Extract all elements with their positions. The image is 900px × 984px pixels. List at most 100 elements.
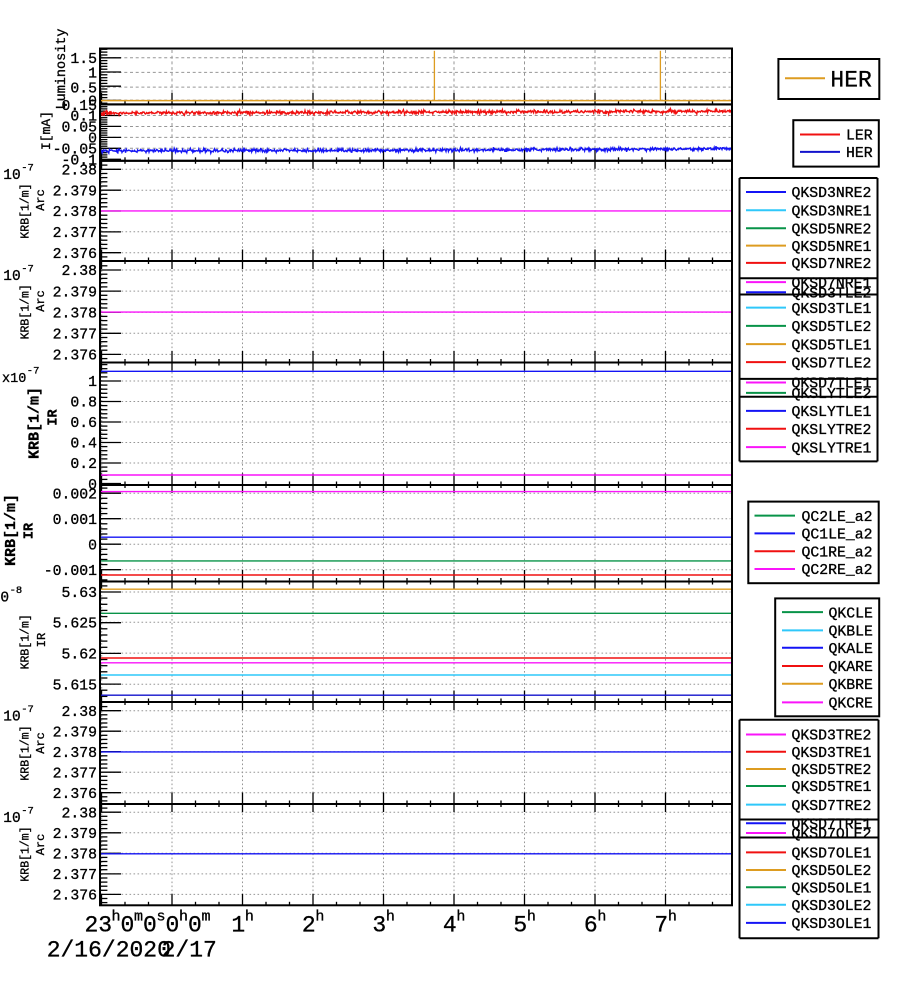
svg-text:QKBRE: QKBRE — [829, 678, 874, 694]
svg-text:m: m — [202, 909, 211, 926]
svg-text:0.5: 0.5 — [70, 81, 97, 97]
svg-text:10: 10 — [3, 269, 20, 285]
svg-text:QKSD5OLE2: QKSD5OLE2 — [792, 864, 872, 880]
svg-text:h: h — [597, 909, 606, 926]
svg-text:QKSD7TLE2: QKSD7TLE2 — [792, 356, 872, 372]
svg-text:0.15: 0.15 — [61, 99, 97, 115]
svg-text:KRB[1/m]: KRB[1/m] — [3, 494, 20, 566]
svg-text:-0.001: -0.001 — [44, 564, 97, 580]
svg-text:QKSLYTRE1: QKSLYTRE1 — [792, 441, 872, 457]
svg-text:h: h — [112, 909, 121, 926]
svg-text:Arc: Arc — [34, 290, 48, 312]
svg-text:h: h — [456, 909, 465, 926]
svg-text:QKSD7TRE1: QKSD7TRE1 — [792, 817, 872, 833]
svg-text:QC2LE_a2: QC2LE_a2 — [802, 510, 873, 526]
svg-text:h: h — [386, 909, 395, 926]
svg-text:I[mA]: I[mA] — [39, 111, 54, 150]
svg-text:QKSD5NRE1: QKSD5NRE1 — [792, 240, 872, 256]
svg-text:3: 3 — [372, 913, 386, 939]
svg-text:0.05: 0.05 — [61, 121, 97, 137]
svg-text:5.63: 5.63 — [61, 586, 97, 602]
svg-text:0: 0 — [88, 478, 97, 494]
svg-text:QKALE: QKALE — [829, 642, 874, 658]
svg-text:1: 1 — [231, 913, 245, 939]
svg-text:h: h — [527, 909, 536, 926]
svg-text:0: 0 — [121, 913, 135, 939]
svg-text:10: 10 — [0, 590, 9, 606]
svg-text:5.625: 5.625 — [53, 617, 97, 633]
svg-text:6: 6 — [584, 913, 598, 939]
svg-text:2.377: 2.377 — [53, 766, 97, 782]
svg-text:2.38: 2.38 — [61, 705, 97, 721]
svg-text:QKSD3NRE2: QKSD3NRE2 — [792, 186, 872, 202]
svg-text:2.379: 2.379 — [53, 285, 97, 301]
svg-text:h: h — [315, 909, 324, 926]
svg-text:KRB[1/m]: KRB[1/m] — [27, 387, 44, 459]
svg-text:4: 4 — [443, 913, 457, 939]
svg-text:-0.05: -0.05 — [53, 143, 97, 159]
svg-text:QKSD5TRE2: QKSD5TRE2 — [792, 763, 872, 779]
svg-text:-7: -7 — [21, 704, 34, 716]
svg-text:2.376: 2.376 — [53, 787, 97, 803]
svg-text:0.8: 0.8 — [70, 396, 97, 412]
svg-text:QKSD3TRE1: QKSD3TRE1 — [792, 746, 872, 762]
svg-text:2.376: 2.376 — [53, 889, 97, 905]
svg-text:0: 0 — [88, 538, 97, 554]
svg-text:h: h — [245, 909, 254, 926]
svg-text:QKSD5TRE1: QKSD5TRE1 — [792, 780, 872, 796]
svg-text:2.378: 2.378 — [53, 848, 97, 864]
svg-text:QKSD7NRE1: QKSD7NRE1 — [792, 276, 872, 292]
svg-text:2.379: 2.379 — [53, 827, 97, 843]
svg-text:2.377: 2.377 — [53, 868, 97, 884]
svg-text:QC1RE_a2: QC1RE_a2 — [802, 545, 873, 561]
svg-text:0: 0 — [88, 94, 97, 110]
svg-text:x10: x10 — [2, 372, 26, 387]
svg-text:QKSD5OLE1: QKSD5OLE1 — [792, 881, 872, 897]
svg-text:2.376: 2.376 — [53, 247, 97, 263]
svg-text:7: 7 — [654, 913, 668, 939]
svg-text:2.38: 2.38 — [61, 264, 97, 280]
svg-text:0.1: 0.1 — [70, 110, 97, 126]
svg-text:QKSD5TLE2: QKSD5TLE2 — [792, 320, 872, 336]
svg-text:QKSD5TLE1: QKSD5TLE1 — [792, 338, 872, 354]
svg-text:QKSLYTLE2: QKSLYTLE2 — [792, 387, 872, 403]
svg-text:0: 0 — [166, 913, 180, 939]
svg-text:0.002: 0.002 — [53, 487, 97, 503]
svg-text:QKSD3TRE2: QKSD3TRE2 — [792, 729, 872, 745]
svg-text:Arc: Arc — [34, 189, 48, 211]
svg-text:5: 5 — [513, 913, 527, 939]
svg-text:2/17: 2/17 — [162, 938, 217, 964]
svg-text:2.378: 2.378 — [53, 205, 97, 221]
svg-text:h: h — [668, 909, 677, 926]
svg-text:-7: -7 — [21, 263, 34, 275]
svg-text:IR: IR — [23, 522, 38, 539]
svg-text:QKSD7OLE2: QKSD7OLE2 — [792, 827, 872, 843]
svg-text:KRB[1/m]: KRB[1/m] — [20, 183, 33, 238]
svg-text:0.2: 0.2 — [70, 457, 97, 473]
svg-text:2.378: 2.378 — [53, 306, 97, 322]
svg-text:Arc: Arc — [34, 732, 48, 754]
svg-text:2: 2 — [302, 913, 316, 939]
svg-text:0: 0 — [88, 132, 97, 148]
svg-text:0.001: 0.001 — [53, 513, 98, 529]
svg-text:23: 23 — [85, 913, 113, 939]
svg-text:0.6: 0.6 — [70, 416, 97, 432]
svg-text:KRB[1/m]: KRB[1/m] — [20, 826, 33, 881]
svg-text:HER: HER — [846, 146, 873, 162]
svg-text:2.379: 2.379 — [53, 725, 97, 741]
svg-text:10: 10 — [3, 811, 20, 827]
svg-text:2.379: 2.379 — [53, 184, 97, 200]
svg-text:5.615: 5.615 — [53, 678, 97, 694]
svg-text:QKARE: QKARE — [829, 660, 874, 676]
svg-text:Luminosity: Luminosity — [55, 28, 70, 109]
svg-text:2/16/2020: 2/16/2020 — [47, 938, 171, 964]
svg-text:LER: LER — [846, 129, 873, 145]
svg-text:QKSD7NRE2: QKSD7NRE2 — [792, 257, 872, 273]
svg-text:0.4: 0.4 — [70, 437, 97, 453]
svg-text:-7: -7 — [27, 366, 40, 378]
svg-text:IR: IR — [35, 633, 49, 647]
svg-text:2.38: 2.38 — [61, 806, 97, 822]
svg-text:QKSD7TLE1: QKSD7TLE1 — [792, 377, 872, 393]
svg-text:QKSD7TRE2: QKSD7TRE2 — [792, 799, 872, 815]
svg-text:KRB[1/m]: KRB[1/m] — [20, 725, 33, 780]
